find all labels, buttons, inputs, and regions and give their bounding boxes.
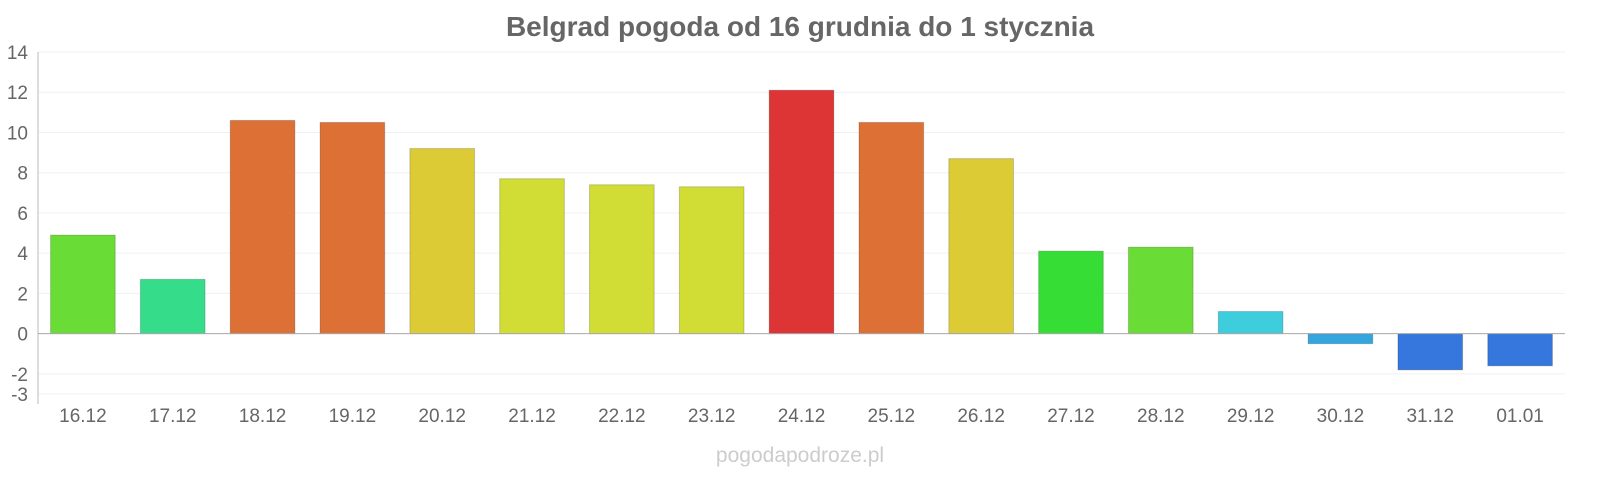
x-tick-label: 16.12: [59, 406, 107, 427]
bar-01-01: [1487, 333, 1553, 367]
x-axis-ticks: 16.12 17.12 18.12 19.12 20.12 21.12 22.12 23.12…: [59, 406, 1544, 427]
x-tick-label: 31.12: [1406, 406, 1454, 427]
x-tick-label: 30.12: [1317, 406, 1365, 427]
x-tick-label: 29.12: [1227, 406, 1275, 427]
bar-29-12: [1217, 311, 1284, 335]
y-tick-label: 12: [7, 83, 28, 104]
x-tick-label: 20.12: [418, 406, 466, 427]
y-axis-ticks: 14 12 10 8 6 4 2 0 -2-3: [7, 43, 29, 406]
y-tick-label: 2: [17, 284, 28, 305]
x-tick-label: 18.12: [239, 406, 287, 427]
bar-20-12: [409, 148, 476, 335]
x-tick-label: 22.12: [598, 406, 646, 427]
x-tick-label: 19.12: [329, 406, 377, 427]
x-tick-label: 17.12: [149, 406, 197, 427]
y-tick-label: 14: [7, 43, 29, 64]
y-tick-label: 10: [7, 123, 28, 144]
bar-19-12: [319, 121, 386, 335]
bar-27-12: [1038, 250, 1104, 335]
bars: [50, 89, 1553, 371]
y-tick-label: 8: [17, 164, 28, 185]
y-tick-label: -3: [11, 385, 28, 406]
x-tick-label: 21.12: [508, 406, 556, 427]
bar-21-12: [499, 178, 565, 335]
bar-16-12: [50, 234, 116, 335]
y-tick-label: 0: [17, 325, 28, 346]
x-tick-label: 01.01: [1496, 406, 1544, 427]
bar-24-12: [768, 89, 835, 335]
y-tick-label: 6: [17, 204, 28, 225]
bar-28-12: [1127, 246, 1194, 335]
x-tick-label: 23.12: [688, 406, 736, 427]
bar-23-12: [678, 186, 745, 335]
y-tick-label: -2: [11, 365, 28, 386]
x-tick-label: 27.12: [1047, 406, 1095, 427]
bar-26-12: [948, 158, 1014, 335]
bar-25-12: [858, 121, 925, 335]
x-tick-label: 25.12: [868, 406, 916, 427]
chart-title: Belgrad pogoda od 16 grudnia do 1 styczn…: [506, 11, 1095, 42]
bar-17-12: [139, 278, 206, 335]
y-tick-label: 4: [17, 244, 28, 265]
x-tick-label: 24.12: [778, 406, 826, 427]
bar-31-12: [1397, 333, 1464, 371]
bar-18-12: [229, 119, 296, 335]
x-tick-label: 26.12: [957, 406, 1005, 427]
bar-22-12: [589, 184, 655, 335]
bar-30-12: [1307, 333, 1374, 345]
watermark-text: pogodapodroze.pl: [716, 444, 884, 467]
x-tick-label: 28.12: [1137, 406, 1185, 427]
